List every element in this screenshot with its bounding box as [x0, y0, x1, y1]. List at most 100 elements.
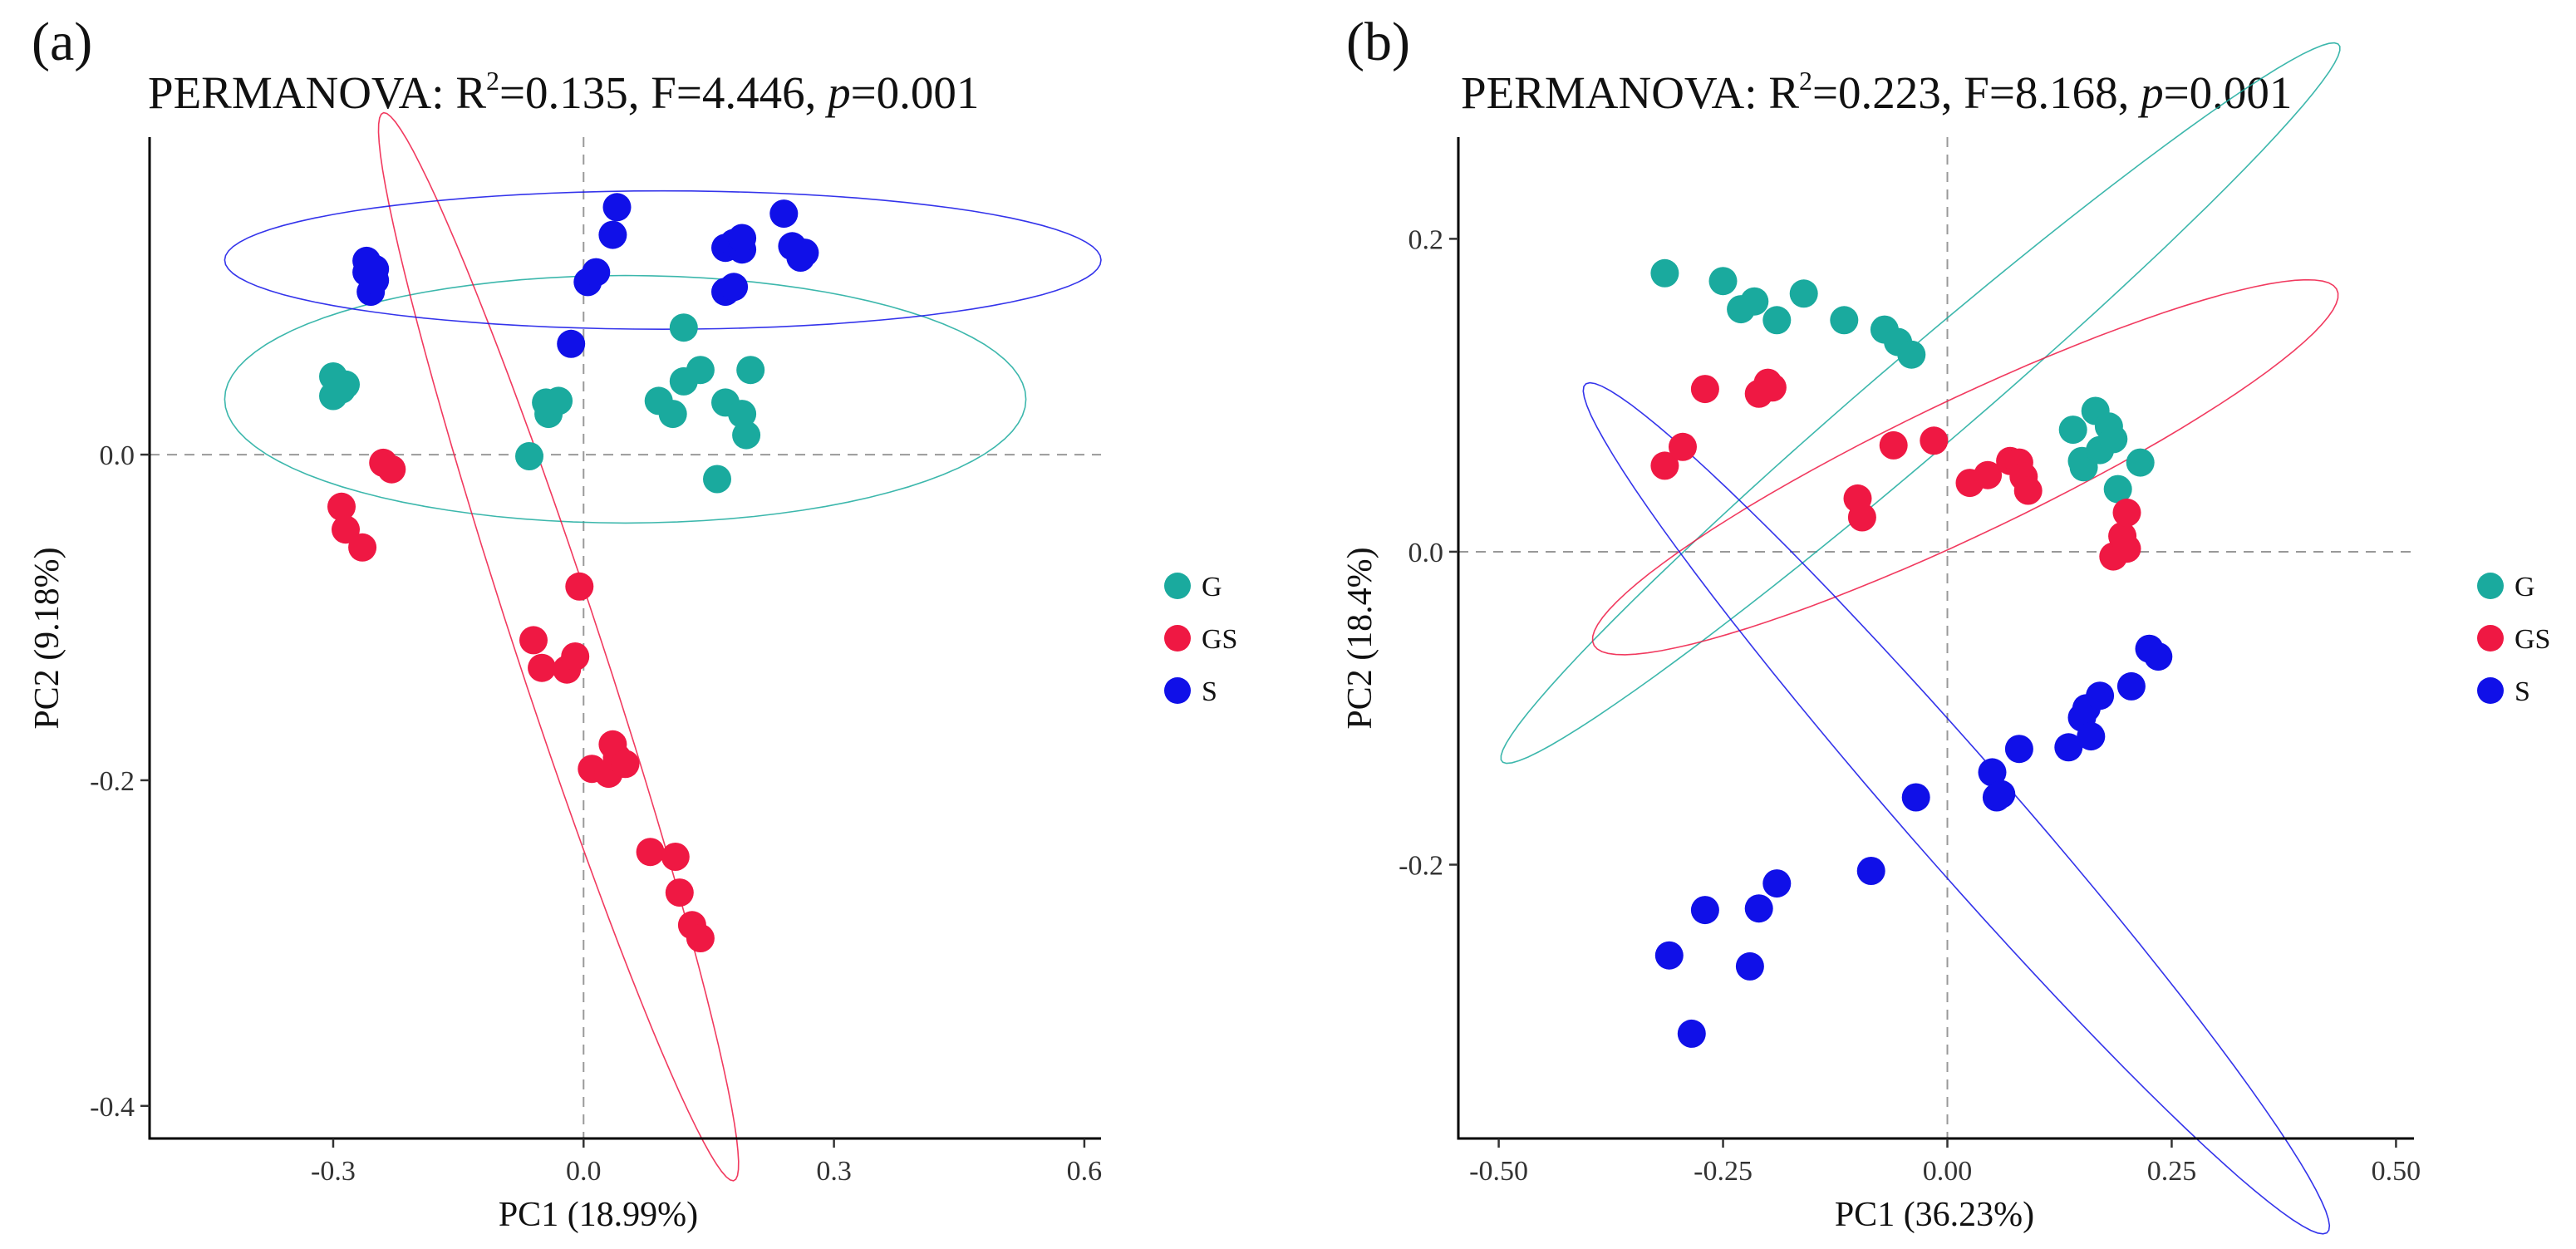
panel-a-legend-marker-g — [1164, 573, 1191, 599]
panel-a-x-tick-label: 0.6 — [1067, 1156, 1103, 1187]
panel-a-title-prefix: PERMANOVA: — [148, 67, 455, 118]
panel-b-point-s — [1901, 783, 1930, 812]
panel-a-point-g — [736, 356, 765, 385]
panel-b-point-s — [1677, 1019, 1706, 1048]
panel-a-point-s — [728, 224, 757, 253]
panel-b-point-gs — [1879, 430, 1908, 460]
panel-b-point-g — [1740, 287, 1769, 316]
panel-a-reference-lines — [150, 137, 1101, 1138]
panel-b-title-prefix: PERMANOVA: — [1461, 67, 1768, 118]
panel-b-x-label: PC1 (36.23%) — [1835, 1196, 2034, 1234]
panel-a-title-r: R — [455, 67, 486, 118]
panel-a-y-tick-label: 0.0 — [100, 440, 135, 471]
panel-b-point-s — [2077, 722, 2106, 751]
panel-a-y-tick-label: -0.2 — [90, 766, 135, 797]
panel-b-point-g — [2103, 475, 2132, 504]
panel-a-point-s — [598, 220, 627, 249]
panel-b-point-s — [1978, 758, 2007, 787]
panel-a-legend-marker-s — [1164, 677, 1191, 704]
panel-a-y-tick-label: -0.4 — [90, 1092, 135, 1123]
panel-b-point-s — [1762, 869, 1792, 898]
panel-a-point-gs — [332, 515, 360, 544]
panel-a-legend-marker-gs — [1164, 625, 1191, 652]
panel-b-x-tick-label: 0.25 — [2147, 1156, 2197, 1187]
panel-a-point-s — [769, 199, 799, 229]
panel-b: (b) PERMANOVA: R2=0.223, F=8.168, p=0.00… — [1341, 12, 2550, 1235]
panel-b-point-g — [1830, 306, 1859, 335]
panel-b-point-g — [2099, 425, 2128, 454]
panel-b-point-gs — [1847, 503, 1876, 532]
panel-b-point-s — [2116, 671, 2146, 701]
panel-a-ellipse-gs — [377, 111, 740, 1182]
panel-b-y-tick-label: 0.2 — [1408, 224, 1444, 255]
panel-a-title-p-value: =0.001 — [851, 67, 980, 118]
panel-a-point-s — [602, 193, 632, 222]
panel-a-point-g — [544, 386, 573, 416]
panel-a-point-s — [720, 273, 749, 302]
panel-b-letter: (b) — [1346, 12, 1410, 72]
panel-b-x-tick-label: 0.50 — [2372, 1156, 2421, 1187]
panel-a-title-p: p — [824, 67, 851, 118]
panel-b-y-label: PC2 (18.4%) — [1341, 547, 1379, 729]
panel-a-x-tick-label: -0.3 — [311, 1156, 356, 1187]
panel-b-ellipse-s — [1582, 381, 2331, 1235]
panel-b-point-g — [2126, 448, 2155, 477]
panel-a-point-g — [669, 313, 698, 342]
panel-b-legend: G GS S — [2477, 572, 2550, 707]
panel-b-point-g — [1789, 279, 1818, 308]
panel-b-point-s — [2086, 681, 2115, 711]
panel-a-ellipse-g — [224, 274, 1027, 524]
panel-a-x-tick-label: 0.3 — [816, 1156, 852, 1187]
panel-b-point-s — [1654, 941, 1684, 970]
panel-a-points — [319, 193, 819, 952]
panel-b-points — [1650, 258, 2173, 1048]
panel-b-ticks: -0.50 -0.25 0.00 0.25 0.50 -0.2 0.0 0.2 — [1399, 224, 2421, 1187]
panel-b-legend-marker-gs — [2477, 625, 2504, 652]
panel-a-ticks: -0.3 0.0 0.3 0.6 -0.4 -0.2 0.0 — [90, 440, 1102, 1187]
panel-b-x-tick-label: -0.25 — [1694, 1156, 1753, 1187]
panel-b-title-p-value: =0.001 — [2164, 67, 2293, 118]
panel-b-x-tick-label: -0.50 — [1469, 1156, 1528, 1187]
panel-b-point-gs — [2112, 534, 2141, 563]
panel-b-point-g — [1897, 340, 1926, 369]
panel-b-point-gs — [1690, 375, 1719, 404]
panel-a-point-s — [582, 258, 611, 287]
panel-a-point-gs — [327, 492, 356, 521]
panel-a-title-r-value: =0.135, F=4.446, — [499, 67, 828, 118]
panel-b-ellipse-g — [1500, 42, 2341, 765]
panel-a-point-gs — [565, 572, 594, 601]
panel-a-point-g — [686, 356, 715, 385]
panel-a: (a) PERMANOVA: R2=0.135, F=4.446, p=0.00… — [28, 12, 1237, 1234]
panel-a-point-gs — [611, 750, 640, 779]
panel-a-point-gs — [348, 533, 377, 562]
panel-a-point-gs — [561, 642, 590, 671]
panel-a-point-s — [557, 329, 586, 358]
panel-b-point-g — [1708, 267, 1738, 296]
panel-b-point-s — [2004, 735, 2033, 764]
panel-a-x-tick-label: 0.0 — [566, 1156, 602, 1187]
panel-a-point-gs — [661, 843, 690, 871]
panel-a-point-gs — [686, 924, 715, 952]
panel-b-point-gs — [1669, 432, 1697, 461]
panel-b-y-tick-label: 0.0 — [1408, 538, 1444, 568]
panel-b-title-p: p — [2137, 67, 2164, 118]
panel-a-point-g — [732, 420, 761, 450]
panel-b-legend-marker-s — [2477, 677, 2504, 704]
panel-b-point-gs — [1650, 451, 1679, 480]
panel-a-point-gs — [528, 653, 557, 682]
panel-b-point-gs — [2112, 498, 2141, 527]
panel-b-legend-label-gs: GS — [2515, 624, 2550, 655]
panel-b-point-gs — [2013, 476, 2043, 505]
panel-a-title-r-sup: 2 — [486, 66, 499, 96]
panel-a-x-label: PC1 (18.99%) — [499, 1196, 698, 1234]
panel-a-legend-label-gs: GS — [1202, 624, 1237, 655]
panel-b-point-s — [1735, 952, 1764, 981]
panel-b-legend-label-g: G — [2515, 572, 2535, 602]
panel-b-y-tick-label: -0.2 — [1399, 851, 1443, 882]
panel-a-point-s — [361, 266, 390, 295]
panel-b-point-g — [1650, 258, 1679, 288]
panel-a-point-g — [658, 400, 687, 429]
panel-a-point-gs — [519, 626, 548, 655]
panel-b-point-s — [1987, 779, 2016, 809]
